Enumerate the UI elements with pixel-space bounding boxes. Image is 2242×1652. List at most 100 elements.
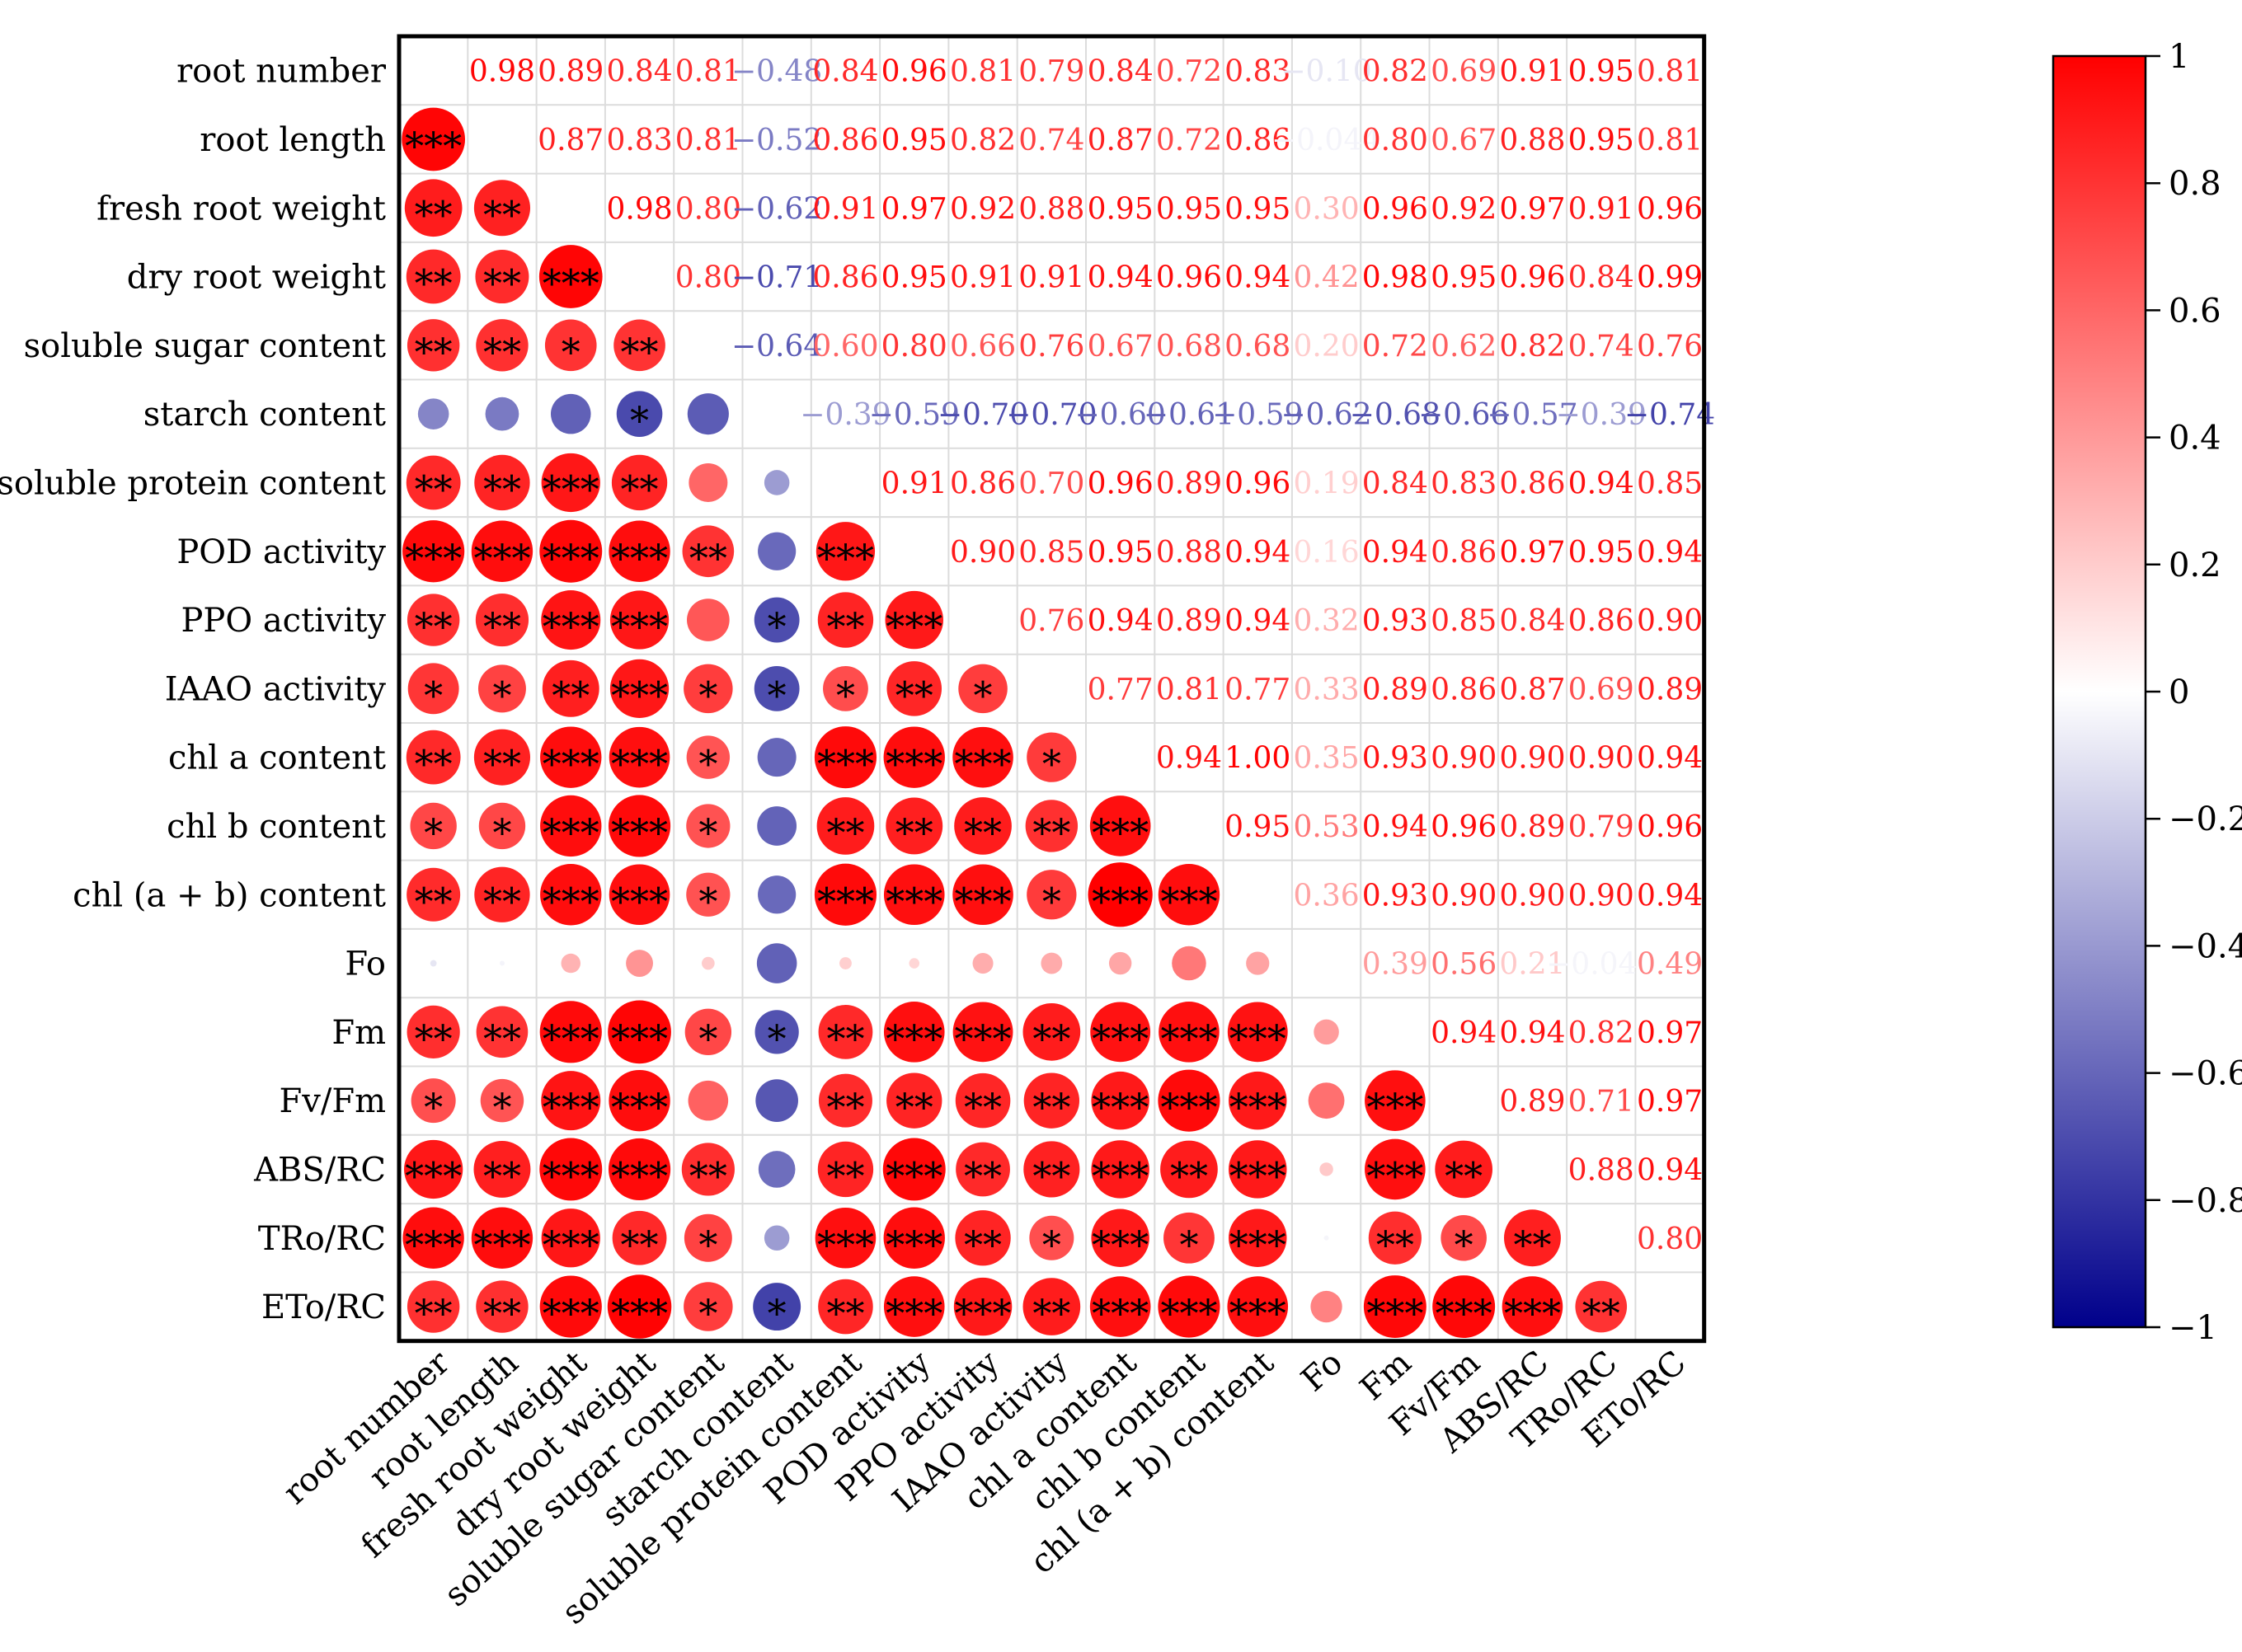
correlation-value: 0.90 bbox=[1499, 879, 1565, 913]
correlation-value: −0.64 bbox=[731, 330, 822, 364]
correlation-value: 0.89 bbox=[1499, 1085, 1565, 1119]
correlation-value: 0.96 bbox=[881, 55, 947, 89]
correlation-value: 0.86 bbox=[1224, 124, 1290, 157]
correlation-value: 0.90 bbox=[950, 536, 1016, 570]
correlation-value: 0.94 bbox=[1224, 536, 1290, 570]
significance-stars: *** bbox=[543, 810, 599, 855]
correlation-circle bbox=[609, 864, 670, 926]
correlation-circle bbox=[609, 590, 670, 650]
correlation-circle bbox=[471, 520, 533, 582]
significance-stars: * bbox=[1042, 742, 1061, 786]
correlation-value: −0.62 bbox=[731, 192, 822, 226]
y-axis-label: starch content bbox=[143, 396, 386, 434]
significance-stars: ** bbox=[483, 1153, 521, 1198]
correlation-value: 0.70 bbox=[1018, 467, 1084, 500]
significance-stars: *** bbox=[611, 1085, 668, 1129]
correlation-value: 0.19 bbox=[1293, 467, 1359, 500]
correlation-value: 0.94 bbox=[1637, 1153, 1703, 1187]
significance-stars: *** bbox=[1092, 1291, 1149, 1335]
correlation-circle bbox=[611, 454, 668, 511]
significance-stars: * bbox=[698, 810, 717, 855]
significance-stars: ** bbox=[895, 673, 933, 717]
correlation-value: 0.86 bbox=[812, 124, 878, 157]
significance-stars: *** bbox=[405, 1223, 462, 1267]
correlation-value: 0.96 bbox=[1499, 261, 1565, 295]
significance-stars: ** bbox=[826, 1085, 864, 1129]
correlation-value: 0.95 bbox=[881, 124, 947, 157]
correlation-circle bbox=[609, 520, 670, 582]
significance-stars: ** bbox=[483, 467, 521, 511]
correlation-value: 0.90 bbox=[1568, 879, 1634, 913]
correlation-circle bbox=[1088, 862, 1153, 927]
correlation-circle bbox=[430, 960, 437, 967]
significance-stars: ** bbox=[1376, 1223, 1414, 1267]
correlation-circle bbox=[402, 107, 466, 171]
correlation-value: −0.040 bbox=[1546, 948, 1656, 982]
significance-stars: *** bbox=[1092, 1085, 1149, 1129]
correlation-circle bbox=[815, 522, 876, 581]
significance-stars: *** bbox=[543, 879, 599, 923]
correlation-value: 0.94 bbox=[1088, 604, 1154, 638]
correlation-value: −0.70 bbox=[938, 398, 1028, 432]
correlation-value: 0.95 bbox=[1224, 192, 1290, 226]
correlation-value: 0.79 bbox=[1018, 55, 1084, 89]
correlation-circle bbox=[883, 864, 945, 926]
correlation-value: 0.81 bbox=[675, 55, 741, 89]
correlation-circle bbox=[1310, 1290, 1342, 1323]
correlation-circle bbox=[753, 1283, 801, 1331]
significance-stars: * bbox=[698, 673, 717, 717]
significance-stars: *** bbox=[543, 742, 599, 786]
correlation-value: 0.84 bbox=[1088, 55, 1154, 89]
significance-stars: *** bbox=[611, 604, 668, 649]
significance-stars: *** bbox=[611, 1153, 668, 1198]
correlation-value: 0.90 bbox=[1499, 742, 1565, 776]
correlation-value: −0.70 bbox=[1006, 398, 1097, 432]
correlation-circle bbox=[702, 956, 715, 970]
significance-stars: * bbox=[768, 1016, 787, 1061]
correlation-circle bbox=[1314, 1019, 1339, 1045]
correlation-circle bbox=[886, 797, 943, 855]
significance-stars: ** bbox=[552, 673, 590, 717]
y-axis-label: POD activity bbox=[176, 533, 386, 571]
grid-lines bbox=[399, 36, 1704, 1341]
significance-stars: *** bbox=[611, 1016, 668, 1061]
correlation-value: −0.59 bbox=[1212, 398, 1303, 432]
significance-stars: * bbox=[1042, 1223, 1061, 1267]
y-axis-label: root number bbox=[176, 53, 387, 91]
correlation-circle bbox=[476, 1006, 529, 1058]
colorbar bbox=[2052, 54, 2147, 1329]
correlation-circle bbox=[817, 1141, 874, 1198]
correlation-circle bbox=[681, 1143, 735, 1196]
significance-stars: ** bbox=[415, 467, 453, 511]
correlation-circle bbox=[1163, 1212, 1215, 1264]
correlation-value: 0.86 bbox=[950, 467, 1016, 500]
significance-stars: ** bbox=[415, 742, 453, 786]
significance-stars: *** bbox=[817, 879, 874, 923]
significance-stars: ** bbox=[483, 1016, 521, 1061]
correlation-circle bbox=[499, 960, 505, 966]
correlation-circle bbox=[608, 1000, 671, 1064]
correlation-circle bbox=[544, 319, 597, 372]
significance-stars: *** bbox=[886, 742, 942, 786]
colorbar-ticks: −1 −0.8 −0.6 −0.4 −0.2 0 0.2 0.4 0.6 0.8 1 bbox=[2146, 38, 2242, 1347]
correlation-circle bbox=[886, 661, 942, 716]
colorbar-tick-label: 0 bbox=[2169, 673, 2189, 711]
correlation-value: 0.76 bbox=[1018, 330, 1084, 364]
significance-stars: ** bbox=[483, 330, 521, 374]
correlation-value: 0.49 bbox=[1637, 948, 1703, 982]
y-axis-label: dry root weight bbox=[127, 259, 386, 297]
correlation-value: 0.80 bbox=[675, 192, 741, 226]
correlation-value: 0.94 bbox=[1156, 742, 1222, 776]
significance-stars: ** bbox=[483, 192, 521, 237]
correlation-circle bbox=[684, 664, 733, 714]
correlation-value: 0.81 bbox=[1156, 673, 1222, 706]
colorbar-tick-label: −0.4 bbox=[2169, 927, 2242, 965]
significance-stars: ** bbox=[415, 1291, 453, 1335]
significance-stars: *** bbox=[543, 1291, 599, 1335]
significance-stars: ** bbox=[1170, 1153, 1208, 1198]
plot-frame bbox=[397, 34, 1707, 1344]
correlation-circle bbox=[684, 1282, 733, 1331]
correlation-value: 0.69 bbox=[1568, 673, 1634, 706]
correlation-value: 0.62 bbox=[1431, 330, 1497, 364]
